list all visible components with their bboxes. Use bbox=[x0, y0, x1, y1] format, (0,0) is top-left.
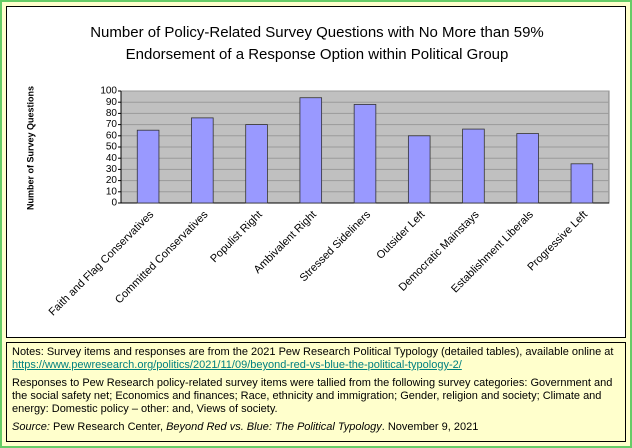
x-tick-label: Committed Conservatives bbox=[113, 208, 211, 306]
responses-paragraph: Responses to Pew Research policy-related… bbox=[12, 377, 620, 416]
y-tick-label: 40 bbox=[106, 153, 118, 164]
y-tick-label: 0 bbox=[111, 198, 117, 209]
x-tick-label: Faith and Flag Conservatives bbox=[47, 208, 157, 318]
chart-title: Number of Policy-Related Survey Question… bbox=[90, 24, 544, 41]
x-tick-label: Outsider Left bbox=[374, 209, 427, 262]
y-tick-label: 80 bbox=[106, 108, 118, 119]
bar bbox=[570, 163, 594, 204]
y-tick-label: 20 bbox=[106, 175, 118, 186]
bar bbox=[462, 128, 485, 204]
source-text: Pew Research Center, bbox=[49, 421, 167, 433]
notes: Notes: Survey items and responses are fr… bbox=[6, 342, 626, 442]
chart-title: Endorsement of a Response Option within … bbox=[126, 46, 509, 63]
bar bbox=[245, 124, 268, 204]
y-axis-label: Number of Survey Questions bbox=[25, 86, 35, 210]
chart: Number of Policy-Related Survey Question… bbox=[25, 24, 610, 318]
x-tick-label: Populist Right bbox=[208, 209, 264, 265]
x-tick-label: Progressive Left bbox=[525, 209, 590, 274]
bar bbox=[299, 97, 323, 204]
y-tick-label: 30 bbox=[106, 164, 118, 175]
source-paragraph: Source: Pew Research Center, Beyond Red … bbox=[12, 421, 620, 434]
bar bbox=[136, 129, 160, 204]
bar bbox=[191, 117, 214, 204]
notes-paragraph: Notes: Survey items and responses are fr… bbox=[12, 346, 620, 372]
y-tick-label: 10 bbox=[106, 186, 118, 197]
y-tick-label: 60 bbox=[106, 130, 118, 141]
bar bbox=[353, 104, 377, 204]
y-tick-label: 50 bbox=[106, 142, 118, 153]
source-label: Source: bbox=[12, 421, 50, 433]
y-tick-label: 90 bbox=[106, 97, 118, 108]
link[interactable]: https://www.pewresearch.org/politics/202… bbox=[12, 359, 462, 371]
bar bbox=[407, 135, 431, 204]
chart-box: Number of Policy-Related Survey Question… bbox=[6, 6, 626, 338]
source-title: Beyond Red vs. Blue: The Political Typol… bbox=[166, 421, 382, 433]
notes-text: Notes: Survey items and responses are fr… bbox=[12, 346, 614, 358]
y-tick-label: 100 bbox=[100, 86, 117, 97]
bar bbox=[516, 133, 539, 204]
y-tick-label: 70 bbox=[106, 119, 118, 130]
responses-text: Responses to Pew Research policy-related… bbox=[12, 377, 613, 415]
source-date: . November 9, 2021 bbox=[381, 421, 479, 433]
